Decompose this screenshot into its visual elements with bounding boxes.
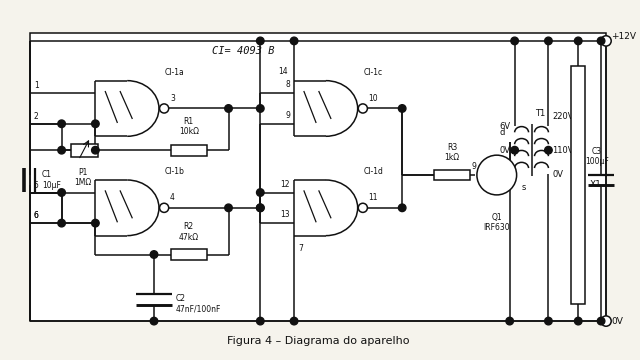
Text: 11: 11 [369,193,378,202]
Circle shape [150,317,158,325]
Circle shape [225,105,232,112]
Bar [572,66,585,304]
Circle shape [58,219,65,227]
Circle shape [358,203,367,212]
Circle shape [291,37,298,45]
Circle shape [398,105,406,112]
Circle shape [511,37,518,45]
Text: P1
1MΩ: P1 1MΩ [74,168,91,188]
Text: C1
10μF: C1 10μF [42,170,61,190]
Circle shape [257,204,264,212]
Circle shape [58,147,65,154]
Text: Q1
IRF630: Q1 IRF630 [483,213,510,232]
Text: Figura 4 – Diagrama do aparelho: Figura 4 – Diagrama do aparelho [227,336,409,346]
Circle shape [58,189,65,196]
Text: 0V: 0V [500,146,511,155]
Text: 1: 1 [34,81,38,90]
Text: R2
47kΩ: R2 47kΩ [179,222,199,242]
Text: 14: 14 [278,67,288,76]
Circle shape [58,120,65,127]
Text: 220V: 220V [552,112,574,121]
Circle shape [545,317,552,325]
Text: 13: 13 [280,210,290,219]
Circle shape [150,251,158,258]
Circle shape [597,317,605,325]
Circle shape [92,147,99,154]
Text: 0V: 0V [552,170,563,179]
Text: s: s [522,184,526,193]
Text: X1: X1 [590,180,602,189]
Circle shape [257,204,264,212]
Circle shape [92,219,99,227]
Text: 10: 10 [369,94,378,103]
Text: CI-1d: CI-1d [364,167,383,176]
Circle shape [159,104,169,113]
Circle shape [511,147,518,154]
Circle shape [575,317,582,325]
Circle shape [477,155,516,195]
Circle shape [601,36,611,46]
Circle shape [291,317,298,325]
Text: R1
10kΩ: R1 10kΩ [179,117,199,136]
Circle shape [575,37,582,45]
Circle shape [545,37,552,45]
Text: CI-1b: CI-1b [165,167,185,176]
Text: 2: 2 [34,112,38,121]
Circle shape [257,189,264,196]
Circle shape [225,204,232,212]
Text: CI-1c: CI-1c [364,68,383,77]
Text: 6: 6 [34,211,38,220]
Bar [434,170,470,180]
Text: CI= 4093 B: CI= 4093 B [212,46,275,56]
Text: 4: 4 [170,193,175,202]
Text: CI-1a: CI-1a [165,68,185,77]
Circle shape [597,37,605,45]
Text: +12V: +12V [611,32,636,41]
Text: 0V: 0V [611,316,623,325]
Text: 6: 6 [34,211,38,220]
Text: 5: 5 [34,180,38,189]
Text: 12: 12 [280,180,290,189]
Circle shape [358,104,367,113]
Circle shape [159,203,169,212]
Text: R3
1kΩ: R3 1kΩ [445,143,460,162]
Text: C3
100μF: C3 100μF [585,147,609,166]
Bar [30,33,606,321]
Text: 6V: 6V [500,170,511,179]
Circle shape [257,37,264,45]
Text: 8: 8 [285,80,290,89]
Text: 9: 9 [285,111,290,120]
Text: 6V: 6V [500,122,511,131]
Text: 3: 3 [171,94,175,103]
Circle shape [601,316,611,326]
Text: C2
47nF/100nF: C2 47nF/100nF [176,294,221,314]
Bar [171,249,207,260]
Circle shape [92,120,99,127]
Circle shape [506,317,513,325]
Circle shape [257,317,264,325]
Circle shape [398,204,406,212]
Text: T1: T1 [536,109,546,118]
Text: 9: 9 [472,162,477,171]
Circle shape [545,147,552,154]
Bar [171,145,207,156]
Circle shape [257,105,264,112]
Text: 7: 7 [298,244,303,253]
Bar [70,144,99,157]
Text: 110V: 110V [552,146,574,155]
Text: d: d [499,128,504,137]
